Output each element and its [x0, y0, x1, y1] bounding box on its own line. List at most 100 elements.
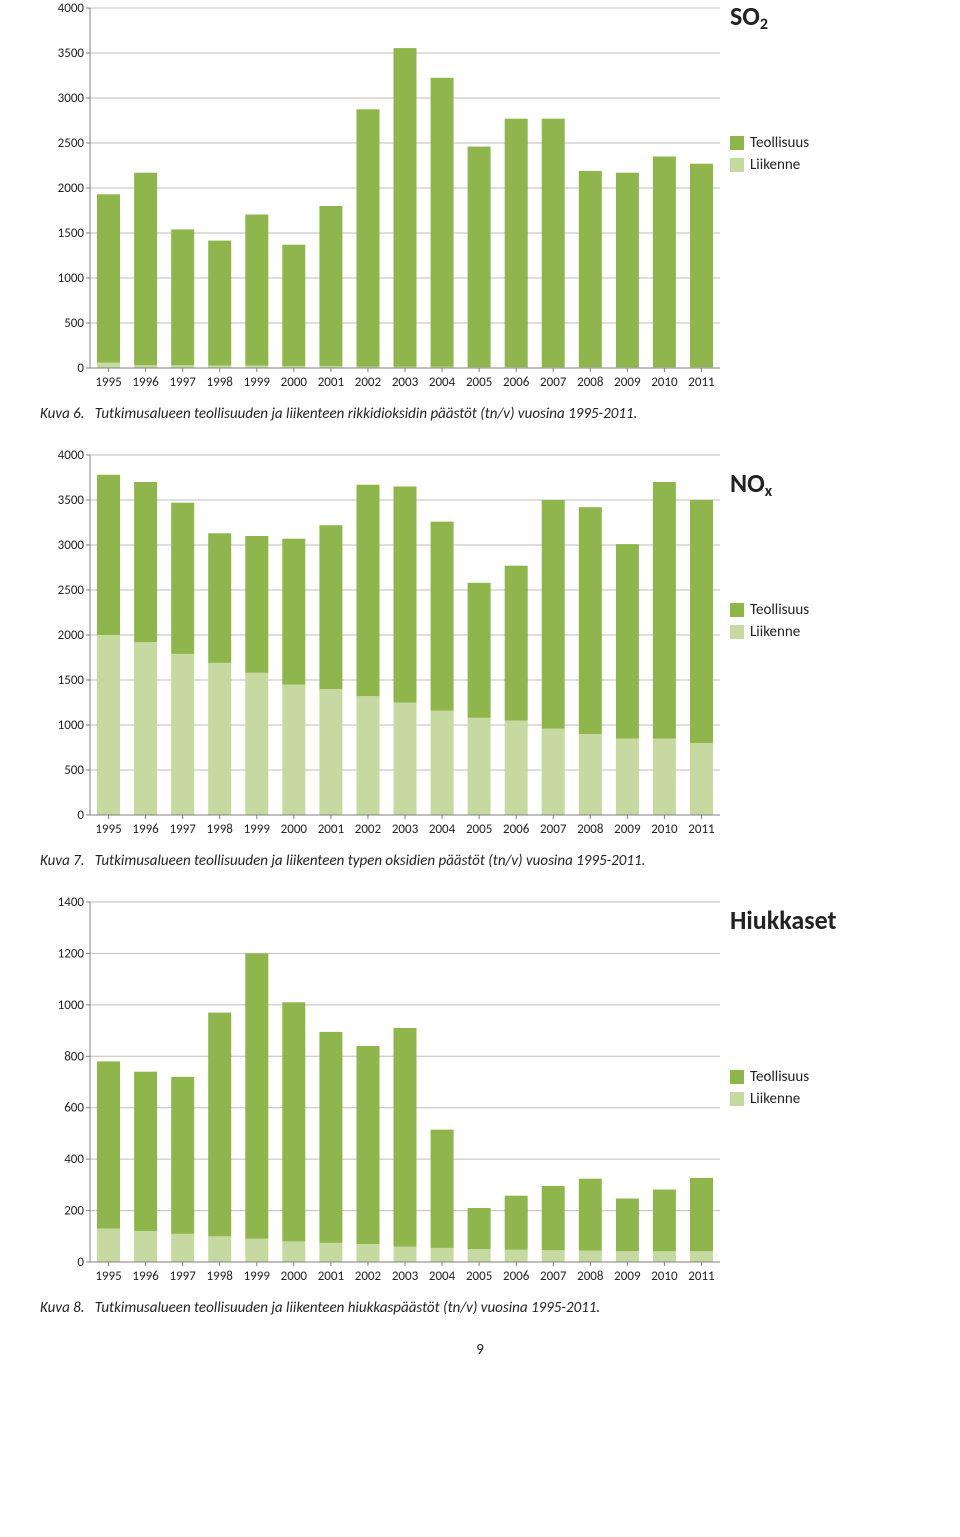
- svg-text:1995: 1995: [95, 822, 121, 837]
- svg-text:0: 0: [77, 361, 84, 376]
- svg-text:2000: 2000: [281, 1269, 308, 1284]
- bar-so2-teollisuus-2001: [319, 206, 342, 366]
- svg-text:2005: 2005: [466, 375, 492, 390]
- svg-text:2010: 2010: [651, 375, 678, 390]
- legend-liikenne: Liikenne: [730, 1090, 809, 1108]
- bar-hiukkaset-teollisuus-2011: [690, 1178, 713, 1251]
- bar-so2-teollisuus-2011: [690, 164, 713, 367]
- bar-hiukkaset-liikenne-2010: [653, 1251, 676, 1262]
- bar-so2-teollisuus-1995: [97, 194, 120, 362]
- bar-so2-teollisuus-1997: [171, 229, 194, 365]
- svg-text:1997: 1997: [169, 375, 196, 390]
- bar-hiukkaset-teollisuus-2009: [616, 1199, 639, 1252]
- chart-title-so2: SO2: [730, 0, 768, 32]
- svg-text:2008: 2008: [577, 375, 604, 390]
- legend-teollisuus: Teollisuus: [730, 601, 809, 619]
- caption-text-so2: Tutkimusalueen teollisuuden ja liikentee…: [95, 405, 638, 423]
- caption-kuva-nox: Kuva 7.: [40, 852, 85, 870]
- chart-block-hiukkaset: 0200400600800100012001400199519961997199…: [40, 894, 920, 1317]
- chart-hiukkaset: 0200400600800100012001400199519961997199…: [40, 894, 720, 1288]
- svg-text:1998: 1998: [207, 375, 234, 390]
- svg-text:1000: 1000: [58, 998, 85, 1013]
- chart-nox: 0500100015002000250030003500400019951996…: [40, 447, 720, 841]
- svg-text:500: 500: [64, 763, 84, 778]
- bar-nox-teollisuus-1998: [208, 533, 231, 663]
- page-number: 9: [40, 1341, 920, 1359]
- legend-teollisuus: Teollisuus: [730, 134, 809, 152]
- bar-hiukkaset-liikenne-2007: [542, 1250, 565, 1262]
- svg-text:1996: 1996: [132, 1269, 159, 1284]
- svg-text:2000: 2000: [58, 628, 85, 643]
- svg-text:2000: 2000: [281, 822, 308, 837]
- svg-text:1000: 1000: [58, 271, 85, 286]
- bar-nox-liikenne-2000: [282, 685, 305, 816]
- bar-hiukkaset-liikenne-2008: [579, 1251, 602, 1262]
- chart-block-nox: 0500100015002000250030003500400019951996…: [40, 447, 920, 870]
- svg-text:800: 800: [64, 1049, 84, 1064]
- svg-text:400: 400: [64, 1152, 84, 1167]
- bar-hiukkaset-teollisuus-1997: [171, 1077, 194, 1234]
- bar-nox-teollisuus-2004: [431, 522, 454, 711]
- bar-nox-teollisuus-2003: [394, 487, 417, 703]
- bar-hiukkaset-teollisuus-2003: [394, 1028, 417, 1247]
- caption-kuva-hiukkaset: Kuva 8.: [40, 1299, 85, 1317]
- svg-text:4000: 4000: [58, 1, 85, 16]
- svg-text:600: 600: [64, 1101, 84, 1116]
- chart-block-so2: 0500100015002000250030003500400019951996…: [40, 0, 920, 423]
- bar-hiukkaset-liikenne-2004: [431, 1248, 454, 1262]
- bar-hiukkaset-liikenne-2003: [394, 1247, 417, 1262]
- bar-hiukkaset-teollisuus-2006: [505, 1196, 528, 1250]
- svg-text:1995: 1995: [95, 375, 121, 390]
- svg-text:2006: 2006: [503, 822, 530, 837]
- bar-hiukkaset-liikenne-2000: [282, 1241, 305, 1262]
- svg-text:2008: 2008: [577, 1269, 604, 1284]
- bar-hiukkaset-liikenne-2001: [319, 1243, 342, 1262]
- bar-nox-teollisuus-2008: [579, 507, 602, 734]
- svg-text:4000: 4000: [58, 448, 85, 463]
- legend-swatch-teollisuus: [730, 136, 744, 150]
- bar-nox-teollisuus-2001: [319, 525, 342, 689]
- bar-hiukkaset-liikenne-1996: [134, 1231, 157, 1262]
- svg-text:1000: 1000: [58, 718, 85, 733]
- bar-so2-teollisuus-1996: [134, 173, 157, 366]
- svg-text:1500: 1500: [58, 226, 85, 241]
- svg-text:1400: 1400: [58, 895, 85, 910]
- bar-hiukkaset-teollisuus-2001: [319, 1032, 342, 1243]
- bar-hiukkaset-teollisuus-1996: [134, 1072, 157, 1231]
- bar-nox-liikenne-2003: [394, 703, 417, 816]
- svg-text:500: 500: [64, 316, 84, 331]
- bar-hiukkaset-liikenne-1998: [208, 1236, 231, 1262]
- svg-text:200: 200: [64, 1204, 84, 1219]
- legend-swatch-liikenne: [730, 625, 744, 639]
- caption-text-nox: Tutkimusalueen teollisuuden ja liikentee…: [95, 852, 646, 870]
- bar-nox-liikenne-1996: [134, 642, 157, 815]
- bar-so2-teollisuus-2007: [542, 119, 565, 367]
- legend-label-liikenne: Liikenne: [750, 623, 800, 641]
- bar-nox-liikenne-1995: [97, 635, 120, 815]
- bar-hiukkaset-liikenne-1995: [97, 1229, 120, 1262]
- bar-so2-teollisuus-2003: [394, 48, 417, 367]
- svg-text:2001: 2001: [318, 1269, 344, 1284]
- bar-hiukkaset-liikenne-2006: [505, 1250, 528, 1262]
- svg-text:2007: 2007: [540, 375, 567, 390]
- chart-title-nox: NOx: [730, 467, 772, 499]
- bar-hiukkaset-teollisuus-2010: [653, 1190, 676, 1252]
- bar-nox-teollisuus-1995: [97, 475, 120, 635]
- caption-hiukkaset: Kuva 8. Tutkimusalueen teollisuuden ja l…: [40, 1299, 920, 1317]
- svg-text:2001: 2001: [318, 822, 344, 837]
- bar-nox-teollisuus-1996: [134, 482, 157, 642]
- svg-text:2006: 2006: [503, 375, 530, 390]
- svg-text:1999: 1999: [244, 1269, 271, 1284]
- bar-nox-liikenne-2009: [616, 739, 639, 816]
- svg-text:2002: 2002: [355, 1269, 382, 1284]
- bar-hiukkaset-teollisuus-1998: [208, 1013, 231, 1237]
- bar-so2-teollisuus-2004: [431, 78, 454, 367]
- bar-hiukkaset-teollisuus-1999: [245, 953, 268, 1238]
- bar-so2-teollisuus-2006: [505, 119, 528, 367]
- bar-hiukkaset-liikenne-2011: [690, 1251, 713, 1262]
- svg-text:2004: 2004: [429, 1269, 456, 1284]
- svg-text:2011: 2011: [688, 822, 714, 837]
- svg-text:0: 0: [77, 808, 84, 823]
- bar-nox-liikenne-2004: [431, 711, 454, 815]
- legend-teollisuus: Teollisuus: [730, 1068, 809, 1086]
